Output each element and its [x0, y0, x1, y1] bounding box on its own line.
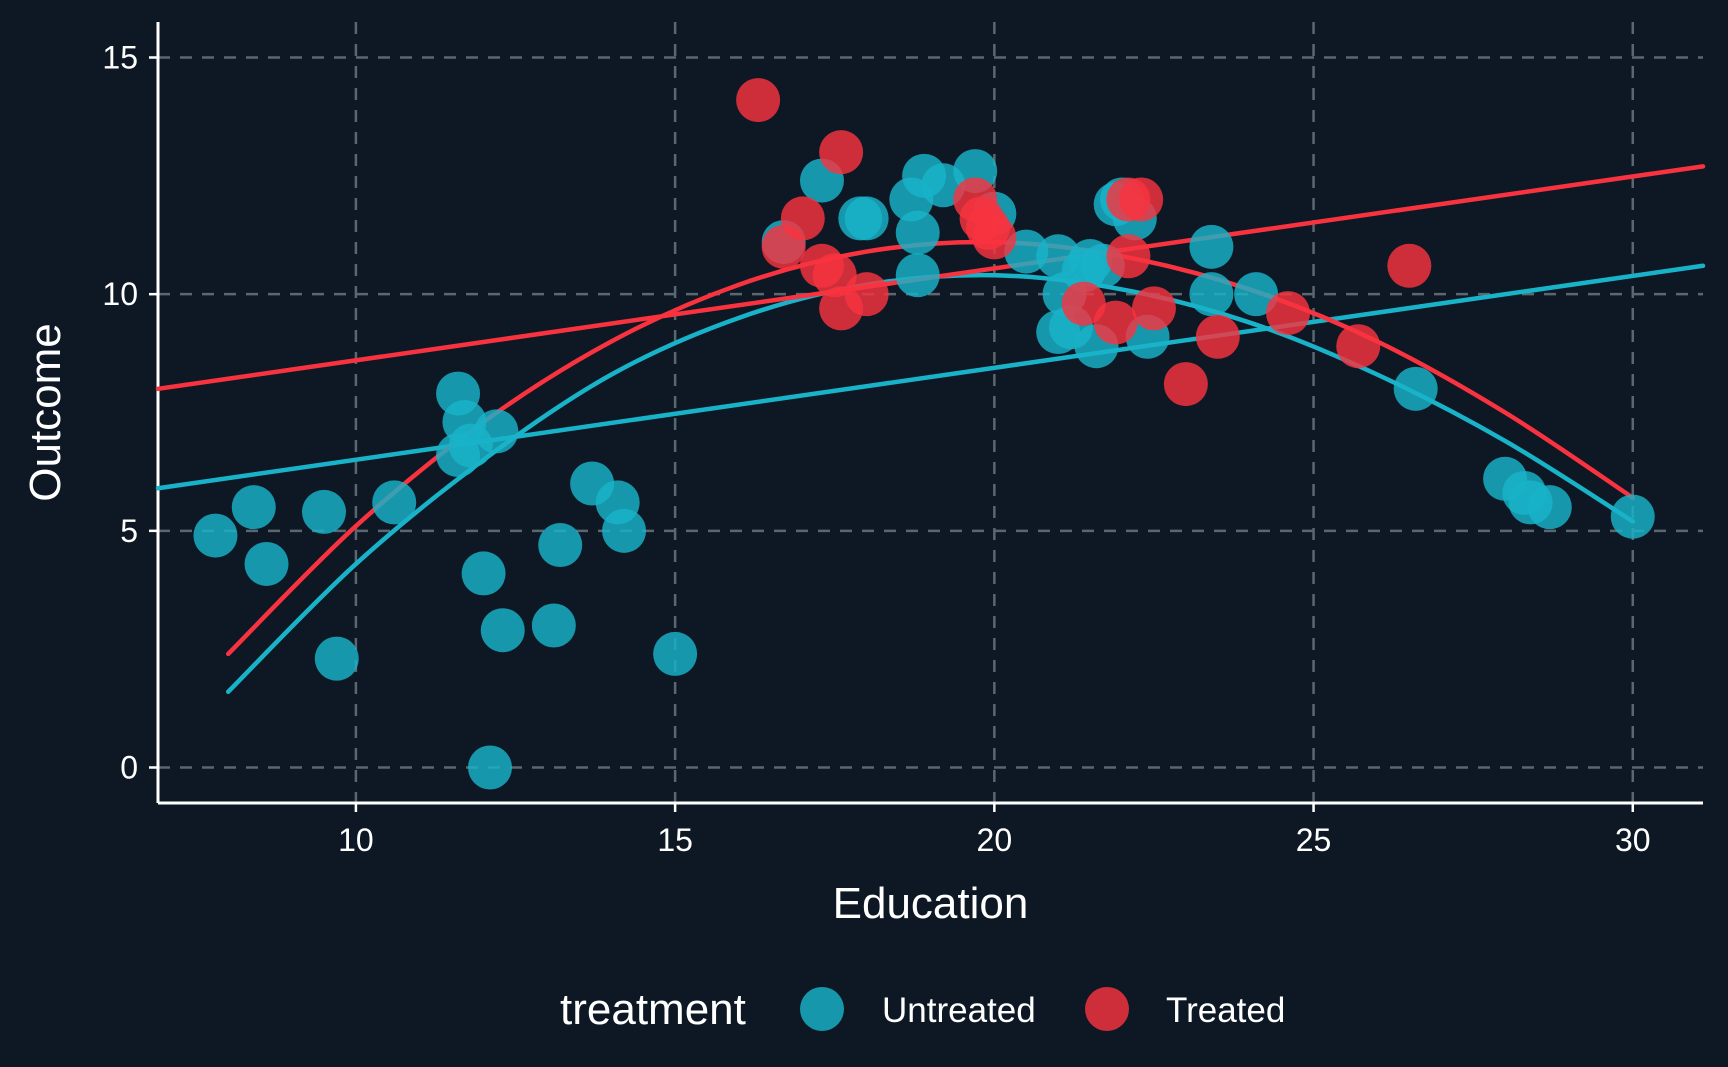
axes — [149, 22, 1703, 812]
data-point-treated — [1131, 286, 1176, 331]
data-point-untreated — [1189, 272, 1234, 317]
data-point-untreated — [301, 489, 346, 534]
data-point-treated — [1387, 243, 1432, 288]
data-point-untreated — [844, 196, 889, 241]
data-point-treated — [1093, 300, 1138, 345]
data-point-treated — [780, 196, 825, 241]
x-tick-label: 20 — [977, 822, 1013, 858]
legend-label-treated: Treated — [1166, 991, 1285, 1030]
y-axis-title: Outcome — [21, 323, 70, 502]
legend-title: treatment — [560, 985, 746, 1034]
data-point-untreated — [244, 541, 289, 586]
grid — [158, 22, 1703, 803]
data-point-untreated — [1610, 494, 1655, 539]
y-tick-label: 10 — [102, 276, 138, 312]
data-point-untreated — [480, 608, 525, 653]
data-point-treated — [1195, 314, 1240, 359]
data-point-treated — [1163, 362, 1208, 407]
data-point-untreated — [895, 253, 940, 298]
data-point-treated — [1336, 324, 1381, 369]
data-point-untreated — [1393, 366, 1438, 411]
y-tick-label: 15 — [102, 40, 138, 76]
data-point-untreated — [538, 523, 583, 568]
data-point-treated — [736, 78, 781, 123]
data-point-untreated — [372, 480, 417, 525]
data-point-untreated — [531, 603, 576, 648]
data-point-treated — [972, 215, 1017, 260]
data-point-untreated — [653, 631, 698, 676]
data-point-untreated — [467, 745, 512, 790]
data-point-treated — [1266, 291, 1311, 336]
data-point-untreated — [314, 636, 359, 681]
legend-swatch-untreated — [800, 987, 844, 1031]
x-axis-title: Education — [833, 879, 1029, 928]
legend: treatment Untreated Treated — [560, 985, 1285, 1034]
x-tick-label: 15 — [657, 822, 693, 858]
data-point-untreated — [193, 513, 238, 558]
data-point-untreated — [1189, 224, 1234, 269]
data-point-untreated — [474, 409, 519, 454]
y-tick-label: 5 — [120, 513, 138, 549]
data-point-untreated — [602, 508, 647, 553]
data-point-untreated — [1527, 485, 1572, 530]
data-point-treated — [1106, 234, 1151, 279]
x-tick-label: 10 — [338, 822, 374, 858]
x-tick-label: 30 — [1615, 822, 1651, 858]
tick-labels: 10 15 20 25 30 0 5 10 15 — [102, 40, 1650, 859]
x-tick-label: 25 — [1296, 822, 1332, 858]
data-point-treated — [1119, 177, 1164, 222]
data-point-treated — [844, 272, 889, 317]
linear-fit-untreated — [155, 263, 1706, 491]
data-points — [193, 78, 1655, 790]
legend-label-untreated: Untreated — [882, 991, 1036, 1030]
data-point-untreated — [895, 210, 940, 255]
data-point-treated — [1061, 281, 1106, 326]
data-point-untreated — [461, 551, 506, 596]
y-tick-label: 0 — [120, 750, 138, 786]
legend-swatch-treated — [1085, 987, 1129, 1031]
data-point-treated — [819, 130, 864, 175]
data-point-untreated — [231, 485, 276, 530]
data-point-treated — [812, 253, 857, 298]
data-point-untreated — [1234, 272, 1279, 317]
